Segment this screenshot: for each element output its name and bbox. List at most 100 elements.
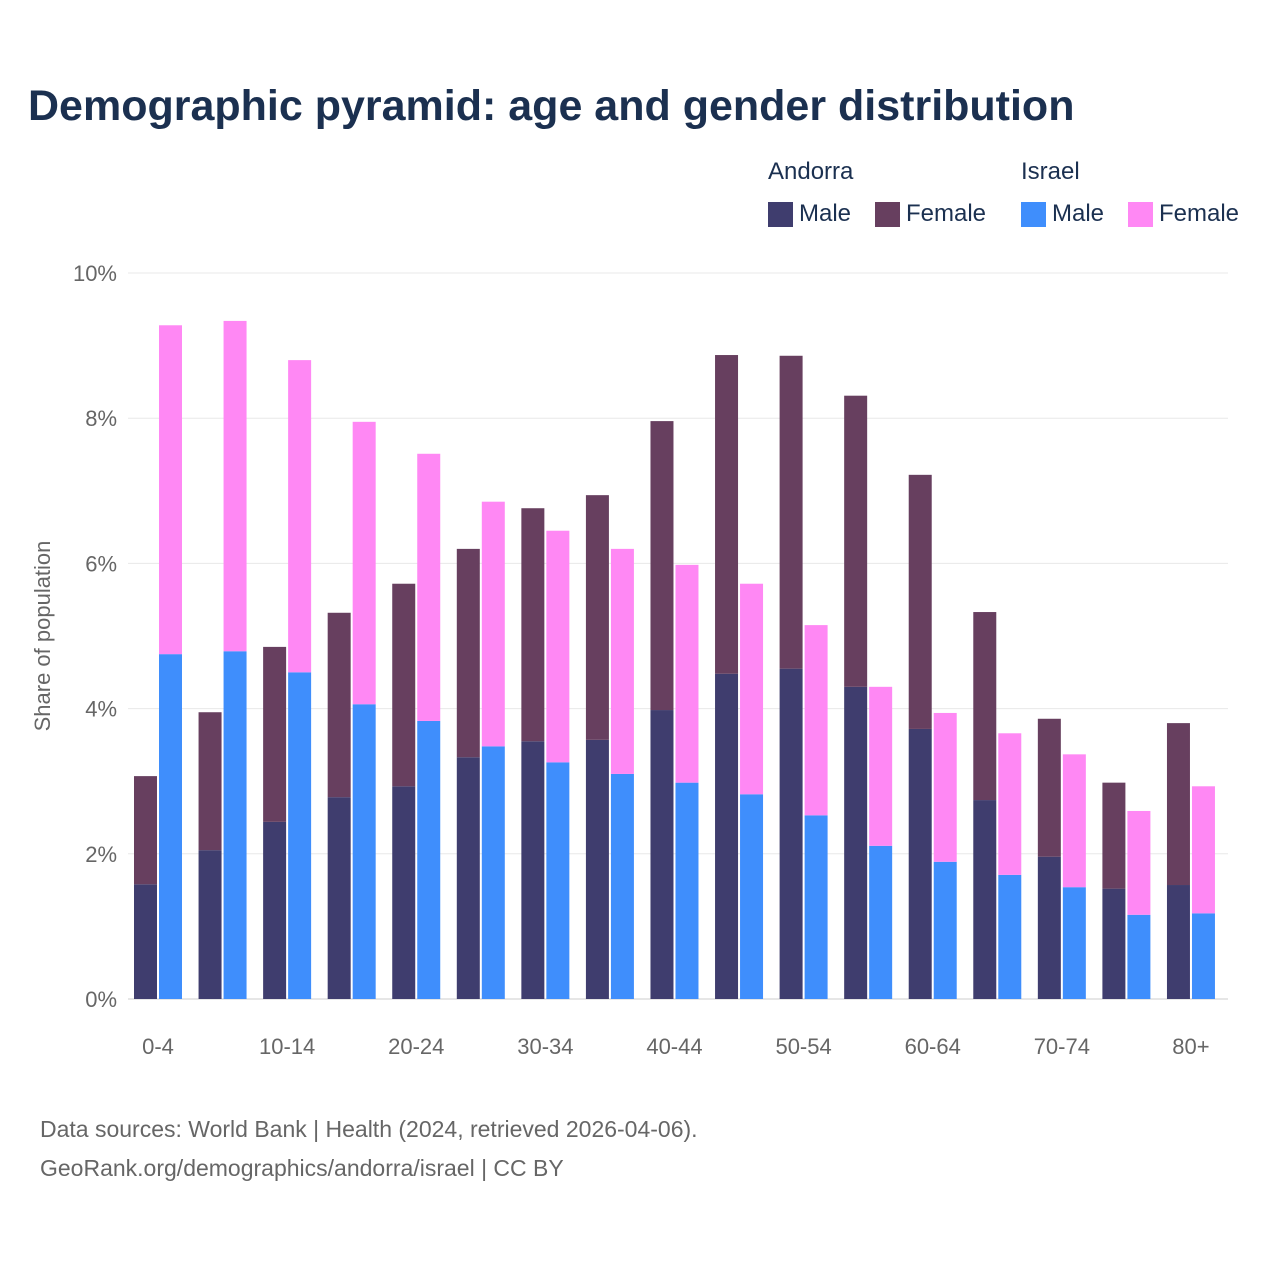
bar-andorra-female: [327, 612, 351, 798]
bar-andorra-male: [456, 757, 480, 999]
bar-andorra-female: [456, 548, 480, 758]
bar-andorra-male: [585, 739, 609, 999]
bar-israel-female: [288, 360, 312, 673]
bar-andorra-female: [585, 495, 609, 740]
legend-label: Male: [1052, 200, 1105, 227]
bar-israel-female: [1191, 786, 1215, 914]
y-tick-label: 6%: [85, 551, 117, 576]
bar-israel-male: [159, 654, 182, 999]
y-tick-label: 10%: [73, 261, 117, 286]
legend-israel-female: Female: [1128, 200, 1239, 228]
bar-andorra-female: [650, 421, 674, 711]
legend-swatch: [1021, 201, 1046, 227]
bar-andorra-female: [198, 712, 222, 851]
bar-andorra-female: [134, 776, 157, 885]
y-axis-label: Share of population: [30, 541, 55, 732]
bar-israel-female: [740, 583, 764, 795]
legend-israel-male: Male: [1021, 200, 1104, 228]
bar-andorra-female: [1037, 718, 1061, 857]
bar-israel-male: [933, 861, 957, 999]
x-tick-label: 10-14: [259, 1034, 315, 1059]
bar-israel-female: [352, 421, 376, 705]
bar-andorra-male: [973, 800, 997, 999]
bar-andorra-male: [263, 821, 287, 999]
bar-israel-male: [223, 651, 247, 999]
bar-israel-female: [223, 320, 247, 652]
legend-swatch: [768, 201, 793, 227]
bar-andorra-male: [1102, 888, 1126, 999]
bar-israel-female: [1062, 754, 1086, 888]
bar-andorra-male: [1166, 885, 1190, 999]
x-tick-label: 40-44: [646, 1034, 702, 1059]
source-url: GeoRank.org/demographics/andorra/israel …: [40, 1155, 564, 1181]
bar-israel-male: [740, 794, 764, 999]
bar-israel-male: [1062, 887, 1086, 999]
bar-andorra-female: [1102, 782, 1126, 889]
legend-label: Female: [906, 200, 987, 227]
x-tick-label: 70-74: [1034, 1034, 1090, 1059]
legend-label: Male: [799, 200, 852, 227]
bar-andorra-female: [521, 508, 545, 742]
bar-andorra-male: [650, 710, 674, 999]
legend-swatch: [1128, 201, 1153, 227]
legend-label: Female: [1159, 200, 1240, 227]
bar-andorra-female: [392, 583, 416, 787]
x-tick-label: 30-34: [517, 1034, 573, 1059]
legend-group-andorra: Andorra: [768, 158, 853, 186]
bar-israel-male: [352, 704, 376, 999]
bar-israel-male: [869, 845, 893, 999]
bar-andorra-female: [908, 474, 932, 729]
bar-israel-female: [804, 625, 828, 816]
chart-title: Demographic pyramid: age and gender dist…: [28, 82, 1075, 130]
bar-israel-male: [804, 815, 828, 999]
bar-israel-female: [1127, 810, 1151, 915]
bar-andorra-male: [521, 741, 545, 999]
x-tick-label: 0-4: [142, 1034, 174, 1059]
bar-israel-female: [481, 501, 505, 747]
bar-israel-female: [610, 548, 634, 774]
bar-israel-female: [675, 564, 699, 783]
legend-country: Andorra: [768, 158, 854, 185]
bar-israel-male: [998, 874, 1022, 999]
bar-andorra-male: [908, 728, 932, 999]
bar-andorra-female: [973, 612, 997, 801]
legend-swatch: [875, 201, 900, 227]
bar-andorra-female: [263, 646, 287, 822]
x-tick-label: 50-54: [775, 1034, 831, 1059]
legend-andorra-male: Male: [768, 200, 851, 228]
bar-israel-male: [1191, 913, 1215, 999]
bar-israel-male: [288, 672, 312, 999]
legend-group-israel: Israel: [1021, 158, 1080, 186]
bar-israel-female: [869, 686, 893, 846]
bar-israel-male: [546, 762, 570, 999]
x-tick-label: 80+: [1172, 1034, 1209, 1059]
bar-andorra-male: [715, 673, 739, 999]
source-line: Data sources: World Bank | Health (2024,…: [40, 1116, 698, 1142]
bar-israel-female: [546, 530, 570, 763]
bar-andorra-male: [1037, 856, 1061, 999]
bar-israel-female: [933, 712, 957, 862]
y-tick-label: 8%: [85, 406, 117, 431]
bar-andorra-male: [327, 797, 351, 999]
bar-israel-female: [417, 453, 441, 721]
legend-country: Israel: [1021, 158, 1080, 185]
bar-israel-female: [159, 325, 182, 655]
bar-andorra-male: [779, 668, 803, 999]
x-tick-label: 60-64: [905, 1034, 961, 1059]
bar-andorra-female: [844, 395, 868, 687]
bar-andorra-male: [844, 686, 868, 999]
bar-andorra-male: [392, 786, 416, 999]
bar-israel-male: [675, 782, 699, 999]
bar-israel-male: [417, 720, 441, 999]
x-tick-label: 20-24: [388, 1034, 444, 1059]
bar-andorra-female: [715, 355, 739, 674]
y-tick-label: 0%: [85, 987, 117, 1012]
bar-israel-male: [610, 773, 634, 999]
y-tick-label: 4%: [85, 697, 117, 722]
legend-andorra-female: Female: [875, 200, 986, 228]
bar-andorra-male: [198, 850, 222, 999]
bar-andorra-female: [779, 355, 803, 669]
bar-israel-male: [1127, 914, 1151, 999]
